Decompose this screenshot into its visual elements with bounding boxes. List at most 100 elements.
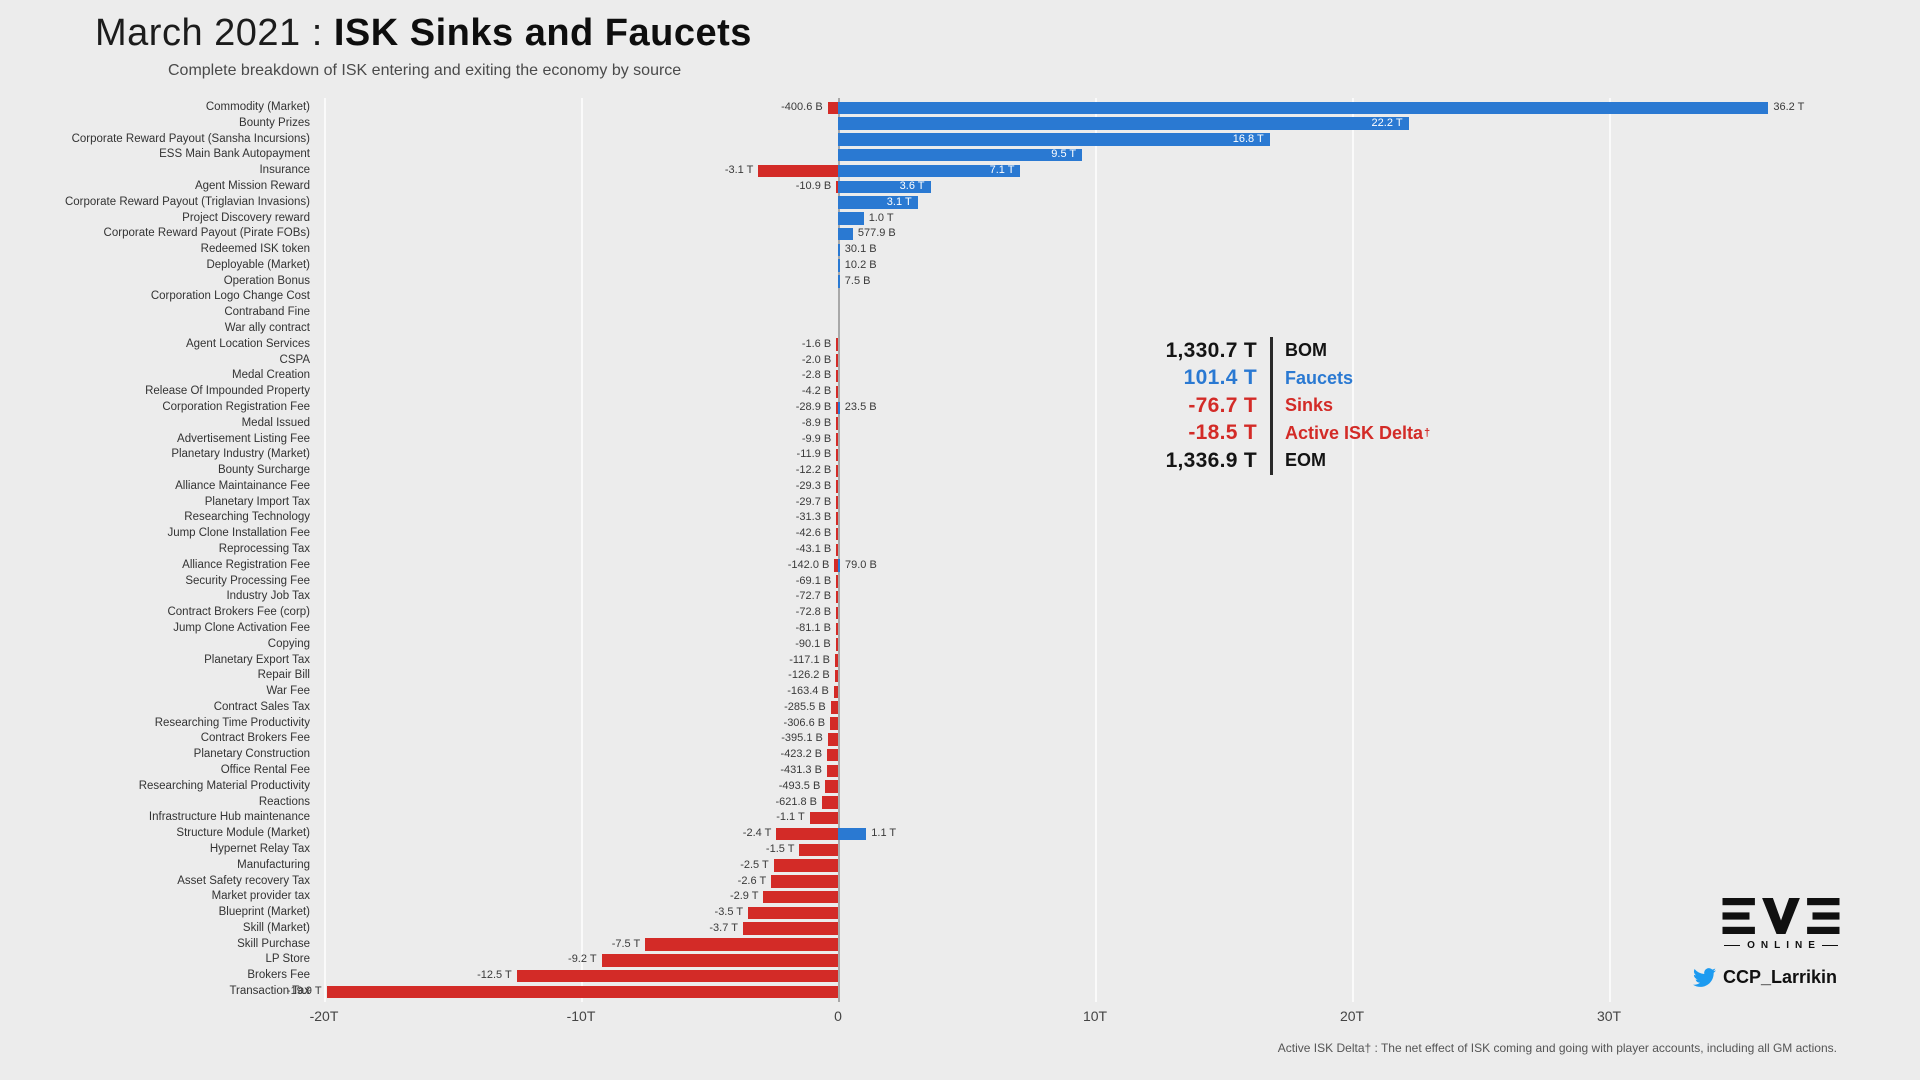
faucet-value-label: 22.2 T <box>1371 116 1403 129</box>
sink-bar <box>836 369 838 383</box>
category-label: Blueprint (Market) <box>218 906 310 919</box>
sink-value-label: -1.1 T <box>776 811 805 824</box>
sink-value-label: -142.0 B <box>787 558 830 571</box>
sink-value-label: -69.1 B <box>795 574 832 587</box>
chart-row: Hypernet Relay Tax -1.5 T <box>0 842 1920 858</box>
category-label: Project Discovery reward <box>182 211 310 224</box>
sink-bar <box>826 764 838 778</box>
category-label: Market provider tax <box>211 890 310 903</box>
chart-row: Project Discovery reward 1.0 T <box>0 211 1920 227</box>
chart-row: Commodity (Market) -400.6 B 36.2 T <box>0 100 1920 116</box>
sink-bar <box>836 527 838 541</box>
sink-value-label: -395.1 B <box>781 732 823 745</box>
chart-row: Skill Purchase -7.5 T <box>0 937 1920 953</box>
category-label: Planetary Industry (Market) <box>171 448 310 461</box>
sink-bar <box>836 464 838 478</box>
sink-bar <box>834 669 838 683</box>
summary-value: 101.4 T <box>1183 366 1257 390</box>
category-label: Contract Sales Tax <box>213 700 310 713</box>
category-label: Contraband Fine <box>224 306 310 319</box>
sink-value-label: -19.9 T <box>286 985 322 998</box>
summary-value: -76.7 T <box>1188 393 1257 417</box>
category-label: Skill Purchase <box>237 937 310 950</box>
chart-row: LP Store -9.2 T <box>0 952 1920 968</box>
sink-bar <box>836 385 838 399</box>
active-isk-delta-footnote: Active ISK Delta† : The net effect of IS… <box>1277 1041 1837 1055</box>
summary-label: BOM <box>1270 337 1327 365</box>
category-label: Skill (Market) <box>242 921 310 934</box>
summary-label: Faucets <box>1270 364 1353 392</box>
faucet-value-label: 30.1 B <box>844 243 877 256</box>
x-axis-tick: 20T <box>1339 1008 1365 1024</box>
faucet-value-label: 10.2 B <box>844 258 877 271</box>
category-label: ESS Main Bank Autopayment <box>159 148 310 161</box>
chart-row: Copying -90.1 B <box>0 637 1920 653</box>
sink-bar <box>835 622 838 636</box>
sink-value-label: -11.9 B <box>796 448 832 461</box>
gridline <box>1609 98 1611 1002</box>
summary-label: EOM <box>1270 447 1326 475</box>
sink-value-label: -3.5 T <box>714 906 744 919</box>
sink-bar <box>822 796 838 809</box>
summary-row: -76.7 T Sinks <box>1105 392 1430 420</box>
sink-bar <box>836 417 838 430</box>
summary-row: 1,330.7 T BOM <box>1105 337 1430 365</box>
category-label: Repair Bill <box>257 669 310 682</box>
chart-row: Office Rental Fee -431.3 B <box>0 763 1920 779</box>
sink-bar <box>799 843 838 857</box>
chart-row: Industry Job Tax -72.7 B <box>0 589 1920 605</box>
page-subtitle: Complete breakdown of ISK entering and e… <box>168 62 682 79</box>
category-label: Manufacturing <box>237 858 310 871</box>
sink-value-label: -163.4 B <box>787 685 829 698</box>
chart-row: Manufacturing -2.5 T <box>0 858 1920 874</box>
sink-bar <box>836 496 838 509</box>
sink-value-label: -2.5 T <box>740 858 769 871</box>
sink-bar <box>834 654 838 667</box>
category-label: Insurance <box>259 164 310 177</box>
sink-bar <box>758 164 838 178</box>
sink-bar <box>830 701 838 714</box>
x-axis-tick: -10T <box>566 1008 596 1024</box>
sink-bar <box>836 480 838 493</box>
sink-value-label: -12.5 T <box>477 969 512 982</box>
summary-row: 1,336.9 T EOM <box>1105 447 1430 475</box>
chart-row: Planetary Industry (Market) -11.9 B <box>0 447 1920 463</box>
category-label: Medal Issued <box>241 416 310 429</box>
chart-row: Brokers Fee -12.5 T <box>0 968 1920 984</box>
sink-bar <box>601 954 838 967</box>
chart-row: Release Of Impounded Property -4.2 B <box>0 384 1920 400</box>
chart-row: Bounty Surcharge -12.2 B <box>0 463 1920 479</box>
sink-value-label: -4.2 B <box>801 385 832 398</box>
category-label: Deployable (Market) <box>206 258 310 271</box>
chart-row: Structure Module (Market) -2.4 T 1.1 T <box>0 826 1920 842</box>
chart-row: Asset Safety recovery Tax -2.6 T <box>0 874 1920 890</box>
chart-row: Planetary Import Tax -29.7 B <box>0 495 1920 511</box>
sink-bar <box>830 717 838 730</box>
chart-row: Contract Brokers Fee -395.1 B <box>0 731 1920 747</box>
category-label: Office Rental Fee <box>220 764 310 776</box>
page-title: March 2021 : ISK Sinks and Faucets <box>95 12 752 55</box>
sink-bar <box>836 433 838 446</box>
faucet-bar <box>838 559 841 572</box>
x-axis-tick: 0 <box>834 1008 842 1024</box>
summary-label: Sinks <box>1270 392 1333 420</box>
faucet-value-label: 16.8 T <box>1232 132 1264 145</box>
sink-bar <box>645 938 838 951</box>
sink-value-label: -12.2 B <box>795 464 832 477</box>
sink-bar <box>825 780 838 793</box>
faucet-value-label: 36.2 T <box>1773 101 1805 113</box>
category-label: Corporate Reward Payout (Pirate FOBs) <box>103 227 310 240</box>
sink-value-label: -2.0 B <box>801 353 832 366</box>
sink-value-label: -2.4 T <box>742 827 772 840</box>
chart-row: Alliance Maintainance Fee -29.3 B <box>0 479 1920 495</box>
x-axis-tick: 10T <box>1082 1008 1108 1024</box>
sink-value-label: -8.9 B <box>801 416 832 429</box>
category-label: Contract Brokers Fee (corp) <box>167 606 310 619</box>
summary-row: 101.4 T Faucets <box>1105 364 1430 392</box>
category-label: Medal Creation <box>232 369 310 382</box>
chart-row: Corporate Reward Payout (Pirate FOBs) 577… <box>0 226 1920 242</box>
category-label: Security Processing Fee <box>185 574 310 587</box>
category-label: Hypernet Relay Tax <box>209 842 310 855</box>
chart-row: Contract Brokers Fee (corp) -72.8 B <box>0 605 1920 621</box>
faucet-bar <box>838 259 840 272</box>
